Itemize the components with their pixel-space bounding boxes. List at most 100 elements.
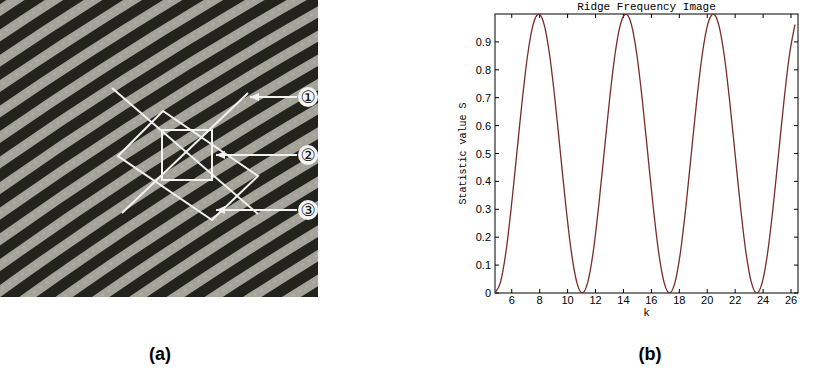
y-tick bbox=[495, 209, 499, 210]
y-tick-label: 0.1 bbox=[476, 259, 491, 271]
x-tick-label: 14 bbox=[617, 294, 629, 306]
callout-disc bbox=[298, 200, 318, 220]
x-tick bbox=[623, 289, 624, 293]
y-tick-label: 0.4 bbox=[476, 175, 491, 187]
callout-disc bbox=[298, 87, 318, 107]
y-tick bbox=[495, 237, 499, 238]
ridge-texture bbox=[44, 240, 318, 297]
ridge-texture bbox=[0, 81, 318, 297]
y-tick-label: 0.3 bbox=[476, 203, 491, 215]
x-tick bbox=[707, 289, 708, 293]
x-tick bbox=[595, 289, 596, 293]
y-tick-right bbox=[794, 265, 798, 266]
x-tick-label: 8 bbox=[537, 294, 543, 306]
arrow-head bbox=[216, 206, 225, 214]
callout-label: ② bbox=[300, 145, 315, 165]
y-axis-label: Statistic value S bbox=[458, 102, 469, 204]
callout-disc bbox=[298, 145, 318, 165]
ridge-texture bbox=[0, 134, 318, 297]
callout-arrow bbox=[216, 154, 297, 156]
x-tick-top bbox=[651, 14, 652, 18]
y-tick bbox=[495, 125, 499, 126]
x-axis-label: k bbox=[643, 307, 650, 319]
x-tick bbox=[735, 289, 736, 293]
x-tick-top bbox=[707, 14, 708, 18]
ridge bbox=[15, 196, 318, 297]
y-tick-right bbox=[794, 69, 798, 70]
chart-title: Ridge Frequency Image bbox=[577, 1, 716, 13]
y-tick-label: 0 bbox=[485, 287, 491, 299]
x-tick-label: 18 bbox=[673, 294, 685, 306]
x-tick-label: 6 bbox=[509, 294, 515, 306]
y-tick-label: 0.6 bbox=[476, 120, 491, 132]
x-tick-label: 22 bbox=[729, 294, 741, 306]
y-tick-right bbox=[794, 125, 798, 126]
y-tick-label: 0.5 bbox=[476, 148, 491, 160]
x-tick-top bbox=[567, 14, 568, 18]
ridge bbox=[0, 143, 318, 297]
y-tick-right bbox=[794, 293, 798, 294]
ridge-texture bbox=[0, 169, 318, 297]
figure: ①②③(a)(b)6810121416182022242600.10.20.30… bbox=[0, 0, 814, 374]
chart: 6810121416182022242600.10.20.30.40.50.60… bbox=[458, 1, 798, 319]
ridges bbox=[0, 0, 318, 297]
x-tick-label: 16 bbox=[645, 294, 657, 306]
ridge-texture bbox=[32, 222, 318, 297]
x-tick bbox=[763, 289, 764, 293]
panel-label: (b) bbox=[639, 344, 662, 364]
ridge-texture bbox=[0, 152, 318, 297]
panel-label: (a) bbox=[149, 344, 171, 364]
callout-label: ① bbox=[300, 87, 315, 107]
y-tick-label: 0.7 bbox=[476, 92, 491, 104]
x-tick-top bbox=[679, 14, 680, 18]
data-line bbox=[495, 14, 795, 293]
y-tick-right bbox=[794, 153, 798, 154]
y-tick-right bbox=[794, 209, 798, 210]
ridge-texture bbox=[21, 205, 318, 297]
block-square bbox=[162, 130, 212, 180]
x-tick-label: 12 bbox=[589, 294, 601, 306]
ridge bbox=[0, 126, 318, 297]
oriented-window bbox=[118, 111, 258, 220]
x-tick bbox=[567, 289, 568, 293]
ridge bbox=[0, 91, 318, 297]
x-tick bbox=[791, 289, 792, 293]
x-tick bbox=[651, 289, 652, 293]
y-tick-label: 0.8 bbox=[476, 64, 491, 76]
ridge-texture bbox=[0, 64, 318, 297]
ridge-texture bbox=[9, 187, 318, 297]
x-tick bbox=[539, 289, 540, 293]
x-tick-label: 24 bbox=[757, 294, 769, 306]
x-tick-top bbox=[763, 14, 764, 18]
arrow-head bbox=[216, 151, 225, 159]
ridge bbox=[0, 108, 318, 297]
plot-frame bbox=[495, 14, 798, 293]
ridge bbox=[4, 179, 318, 297]
x-tick-top bbox=[735, 14, 736, 18]
ridge bbox=[0, 161, 318, 297]
ridge-texture bbox=[0, 29, 318, 297]
x-tick bbox=[511, 289, 512, 293]
x-tick-top bbox=[595, 14, 596, 18]
x-tick bbox=[679, 289, 680, 293]
x-tick-top bbox=[791, 14, 792, 18]
y-tick bbox=[495, 97, 499, 98]
x-tick-top bbox=[511, 14, 512, 18]
plot-area bbox=[495, 14, 795, 293]
fingerprint-panel bbox=[0, 0, 318, 297]
ridge bbox=[0, 38, 318, 297]
y-tick-right bbox=[794, 97, 798, 98]
ridge bbox=[38, 231, 318, 297]
y-tick-label: 0.9 bbox=[476, 36, 491, 48]
x-tick-label: 20 bbox=[701, 294, 713, 306]
callout-label: ③ bbox=[300, 200, 315, 220]
y-tick-label: 0.2 bbox=[476, 231, 491, 243]
y-tick bbox=[495, 181, 499, 182]
y-tick bbox=[495, 41, 499, 42]
normal-line bbox=[112, 88, 258, 214]
y-tick bbox=[495, 69, 499, 70]
y-tick bbox=[495, 265, 499, 266]
y-tick-right bbox=[794, 181, 798, 182]
x-tick-label: 26 bbox=[785, 294, 797, 306]
ridge bbox=[0, 20, 318, 297]
